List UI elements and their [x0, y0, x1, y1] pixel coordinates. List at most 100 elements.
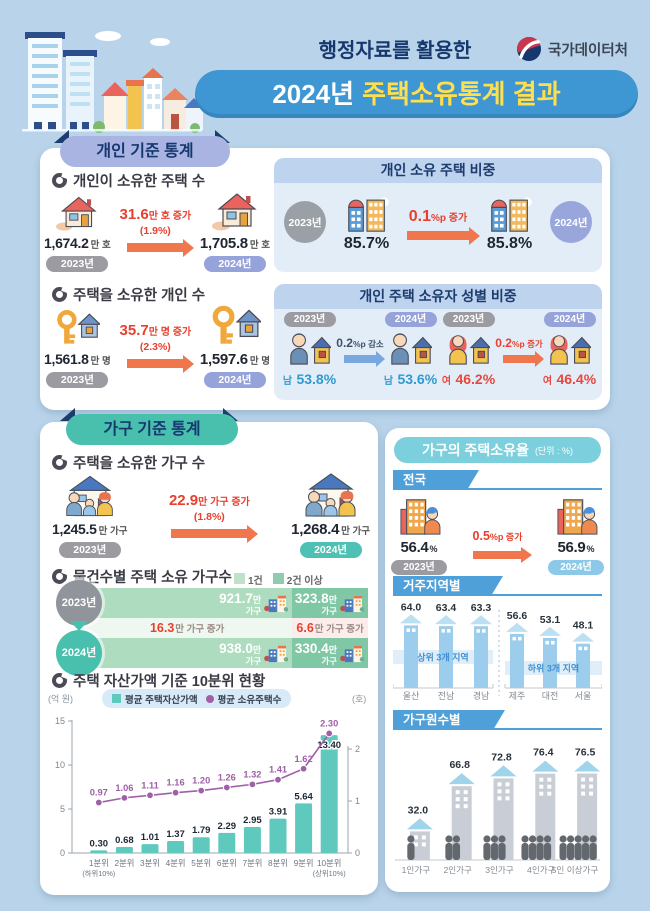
mini-buildings-icon	[340, 593, 364, 613]
section-badge-individual: 개인 기준 통계	[60, 136, 230, 167]
increase-arrow-icon	[473, 546, 533, 563]
stat-2024: 1,268.4 만 가구 2024년	[291, 472, 370, 558]
chart-text: 하위 3개 지역	[528, 663, 579, 674]
gender-male-group: 2023년 남 53.8% 0.2%p 감소 2024년 남 53.6%	[281, 312, 439, 389]
legend-swatch-one	[234, 573, 245, 584]
year-bubble-2023: 2023년	[284, 201, 326, 243]
panel-title: 개인 소유 주택 비중	[274, 158, 602, 183]
chart-rect	[584, 646, 588, 651]
chart-rect	[578, 646, 582, 651]
chart-text: 7분위	[242, 858, 262, 868]
male-owner-icon	[289, 330, 331, 367]
chart-text: 상위 3개 지역	[417, 652, 468, 663]
chart-rect	[463, 790, 468, 795]
title-banner: 2024년 주택소유통계 결과	[195, 70, 638, 118]
stat-2023: 1,561.8 만 명 2023년	[44, 308, 111, 388]
chart-text: (상위10%)	[313, 869, 346, 878]
chart-text: 63.4	[436, 602, 457, 614]
ownership-rate-header: 가구의 주택소유율 (단위 : %)	[394, 437, 601, 463]
panel-ownership-share: 개인 소유 주택 비중 2023년 85.7% 0.1%p 증가 85.8% 2…	[274, 158, 602, 272]
house-icon	[55, 192, 99, 232]
year-badge: 2023년	[283, 312, 336, 327]
chart-text: 4분위	[166, 858, 186, 868]
change-indicator: 0.1%p 증가	[407, 208, 480, 245]
heading-decile: 주택 자산가액 기준 10분위 현황	[52, 670, 265, 691]
year-bubble-2024: 2024년	[550, 201, 592, 243]
key-icon	[209, 304, 261, 348]
decile-point	[94, 798, 103, 807]
person-icon	[559, 835, 567, 843]
year-badge: 2024년	[384, 312, 437, 327]
region-bar	[543, 637, 557, 688]
chart-rect	[412, 628, 416, 632]
chart-text: 32.0	[408, 804, 429, 816]
bullet-icon	[52, 173, 67, 188]
chart-text: 전남	[438, 691, 455, 701]
taegeuk-icon	[516, 36, 542, 62]
person-icon	[528, 835, 537, 843]
title-year: 2024년	[272, 79, 355, 109]
chart-text: 15	[55, 716, 65, 726]
decile-bar	[167, 840, 185, 853]
heading-homes-owned: 개인이 소유한 주택 수	[52, 170, 205, 191]
person-icon	[407, 843, 415, 860]
person-icon	[521, 835, 529, 843]
year-badge: 2024년	[543, 312, 596, 327]
decile-bar	[218, 832, 236, 853]
year-badge: 2023년	[391, 560, 447, 575]
person-icon	[536, 843, 544, 860]
person-icon	[589, 843, 597, 860]
header-eyebrow: 행정자료를 활용한	[318, 40, 472, 62]
person-icon	[536, 835, 544, 843]
chart-text: 1.41	[269, 765, 287, 775]
share-2023: 85.7%	[344, 191, 390, 253]
house-icon	[210, 188, 260, 232]
chart-text: 5	[60, 804, 65, 814]
building-roof	[574, 760, 601, 772]
chart-text: 10	[55, 760, 65, 770]
chart-rect	[455, 804, 460, 809]
agency-logo: 국가데이터처	[516, 36, 628, 62]
person-icon	[445, 835, 453, 843]
building-roof	[490, 765, 517, 777]
chart-text: 0.68	[115, 835, 133, 846]
chart-rect	[505, 782, 510, 787]
chart-rect	[441, 629, 445, 633]
mini-buildings-icon	[264, 643, 288, 663]
decile-bar	[295, 803, 313, 853]
chart-text: 2분위	[114, 858, 134, 868]
decile-bar	[320, 735, 338, 853]
section-badge-household: 가구 기준 통계	[66, 414, 238, 445]
person-icon	[498, 843, 506, 860]
year-badge: 2023년	[58, 542, 121, 558]
by-count-legend: 1건 2건 이상	[234, 572, 323, 587]
family-house-icon	[302, 472, 360, 518]
chart-rect	[518, 636, 522, 641]
chart-text: 1.26	[218, 772, 236, 782]
person-icon	[574, 835, 582, 843]
chart-text: 2.29	[218, 821, 237, 832]
person-icon	[567, 835, 575, 843]
chart-rect	[421, 842, 426, 847]
chart-text: 72.8	[491, 751, 512, 763]
chart-text: 66.8	[449, 759, 470, 771]
increase-arrow-icon	[171, 524, 259, 543]
chart-rect	[497, 796, 502, 801]
chart-text: 8분위	[268, 858, 288, 868]
person-icon	[567, 843, 575, 860]
house-roof	[470, 615, 492, 625]
male-2024: 2024년 남 53.6%	[383, 312, 438, 387]
chart-rect	[505, 789, 510, 794]
band-underline	[393, 594, 602, 596]
building-person-icon	[397, 496, 441, 536]
person-icon	[490, 835, 499, 843]
chart-rect	[547, 777, 552, 782]
female-owner-icon	[549, 330, 591, 367]
female-2023: 2023년 여 46.2%	[441, 312, 496, 387]
household-size-chart: 32.0 1인가구 66.8 2인가구 72.8 3인가구 76.4 4인가구 76.5 5인 이…	[395, 747, 601, 875]
chart-text: 1.06	[115, 783, 133, 793]
heading-owning-households: 주택을 소유한 가구 수	[52, 452, 205, 473]
change-indicator: 0.5%p 증가	[473, 527, 533, 563]
decile-bar	[115, 847, 133, 853]
year-badge: 2024년	[203, 372, 266, 388]
